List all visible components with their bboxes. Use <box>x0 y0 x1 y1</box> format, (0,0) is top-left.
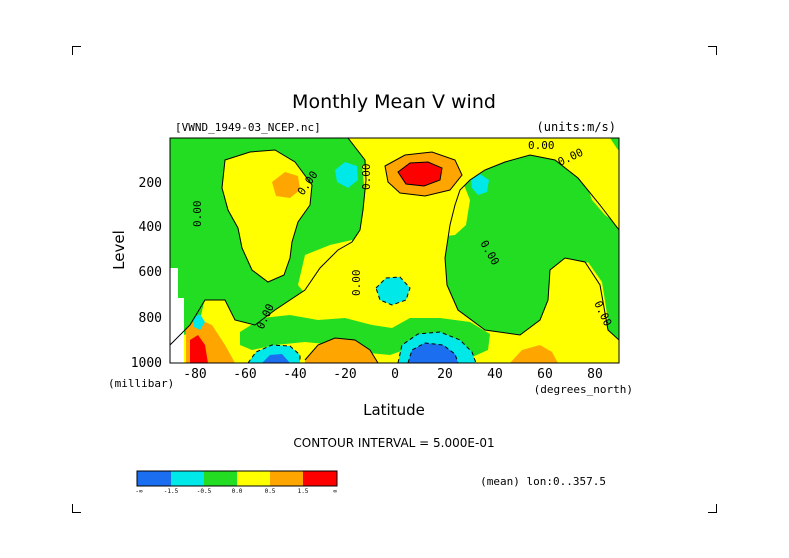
colorbar-swatch-gt15 <box>303 471 337 486</box>
contour-line-jet-core <box>397 161 443 187</box>
region-lt-neg15-low-north <box>408 343 458 363</box>
colorbar-tick: -0.5 <box>197 488 212 495</box>
y-unit-label: (millibar) <box>108 377 174 390</box>
region-05-15-low-south <box>305 338 378 363</box>
x-tick-label: 40 <box>487 367 503 382</box>
colorbar: -∞ -1.5 -0.5 0.0 0.5 1.5 ∞ <box>135 470 338 495</box>
region-neg15-neg05-north-upper <box>471 174 489 195</box>
region-0-05-mid-south <box>298 240 356 300</box>
x-tick-label: 80 <box>587 367 603 382</box>
colorbar-swatch-lt-neg15 <box>137 471 171 486</box>
y-tick-label: 1000 <box>131 356 162 371</box>
file-label: [VWND_1949-03_NCEP.nc] <box>175 121 321 134</box>
units-label: (units:m/s) <box>537 120 616 134</box>
colorbar-swatch-0-05 <box>237 471 270 486</box>
contour-lines <box>170 138 619 363</box>
colorbar-frame <box>136 470 338 487</box>
contour-line-low-south <box>247 344 301 363</box>
y-tick-label: 800 <box>139 311 162 326</box>
plot-frame <box>169 137 620 364</box>
contour-line-low-north-outer <box>397 331 477 363</box>
contour-line-mid-min <box>375 276 411 306</box>
colorbar-tick: 0.0 <box>232 488 243 495</box>
region-0-05-right-column <box>585 145 619 225</box>
contour-line-zero-north <box>444 154 619 341</box>
colorbar-tick: -∞ <box>135 488 143 495</box>
contour-label: 0.00 <box>350 270 363 297</box>
x-tick-label: -20 <box>333 367 356 382</box>
colorbar-swatch-neg05-0 <box>204 471 237 486</box>
contour-interval-label: CONTOUR INTERVAL = 5.000E-01 <box>293 436 494 450</box>
contour-label: 0.00 <box>191 201 204 228</box>
region-0-05-tropical-column <box>360 158 470 305</box>
region-neg15-neg05-small-left <box>193 314 205 330</box>
region-gt15-jet-core <box>398 162 442 186</box>
x-tick-label: -80 <box>183 367 206 382</box>
colorbar-tick: -1.5 <box>164 488 179 495</box>
region-neg15-neg05-south-upper <box>335 162 358 188</box>
contour-line-low-north-inner <box>407 342 459 363</box>
y-tick-label: 200 <box>139 176 162 191</box>
x-tick-label: 20 <box>437 367 453 382</box>
region-05-15-southern-blob <box>272 172 300 198</box>
contour-line-low-max <box>304 337 379 363</box>
region-lt-neg15-low-south <box>262 354 290 363</box>
contour-line-left-plume <box>221 149 313 283</box>
x-tick-label: -40 <box>283 367 306 382</box>
crop-mark-top-left <box>72 46 81 55</box>
y-axis-label: Level <box>110 230 128 270</box>
region-05-15-low-north <box>510 345 558 363</box>
colorbar-tick: 1.5 <box>298 488 309 495</box>
colorbar-tick: 0.5 <box>265 488 276 495</box>
colorbar-swatch-neg15-neg05 <box>171 471 204 486</box>
contour-label: 0.00 <box>528 139 555 152</box>
region-neg15-neg05-mid <box>376 277 410 305</box>
region-0-05-right-low <box>568 262 608 332</box>
chart-title: Monthly Mean V wind <box>292 91 496 113</box>
x-tick-label: 60 <box>537 367 553 382</box>
x-unit-label: (degrees_north) <box>534 383 633 396</box>
contour-label: 0.00 <box>360 164 373 191</box>
crop-mark-bottom-right <box>708 504 717 513</box>
region-gt15-antarctic <box>190 335 208 363</box>
x-axis: -80 -60 -40 -20 0 20 40 60 80 (degrees_n… <box>183 367 633 419</box>
x-tick-label: -60 <box>233 367 256 382</box>
region-0-05-main-band <box>170 138 619 363</box>
crop-mark-top-right <box>708 46 717 55</box>
x-tick-label: 0 <box>391 367 399 382</box>
colorbar-swatch-05-15 <box>270 471 303 486</box>
contour-line-zero-main <box>170 138 367 346</box>
y-tick-label: 600 <box>139 265 162 280</box>
y-axis: Level 200 400 600 800 1000 (millibar) <box>108 176 174 390</box>
plot-area <box>169 137 620 364</box>
crop-mark-bottom-left <box>72 504 81 513</box>
contour-line-jet <box>384 151 463 197</box>
missing-data-region <box>170 268 184 363</box>
region-neg15-neg05-low-south <box>248 345 300 363</box>
mean-lon-label: (mean) lon:0..357.5 <box>480 475 606 488</box>
colorbar-tick: ∞ <box>333 488 337 495</box>
y-tick-label: 400 <box>139 220 162 235</box>
x-axis-label: Latitude <box>363 401 425 419</box>
